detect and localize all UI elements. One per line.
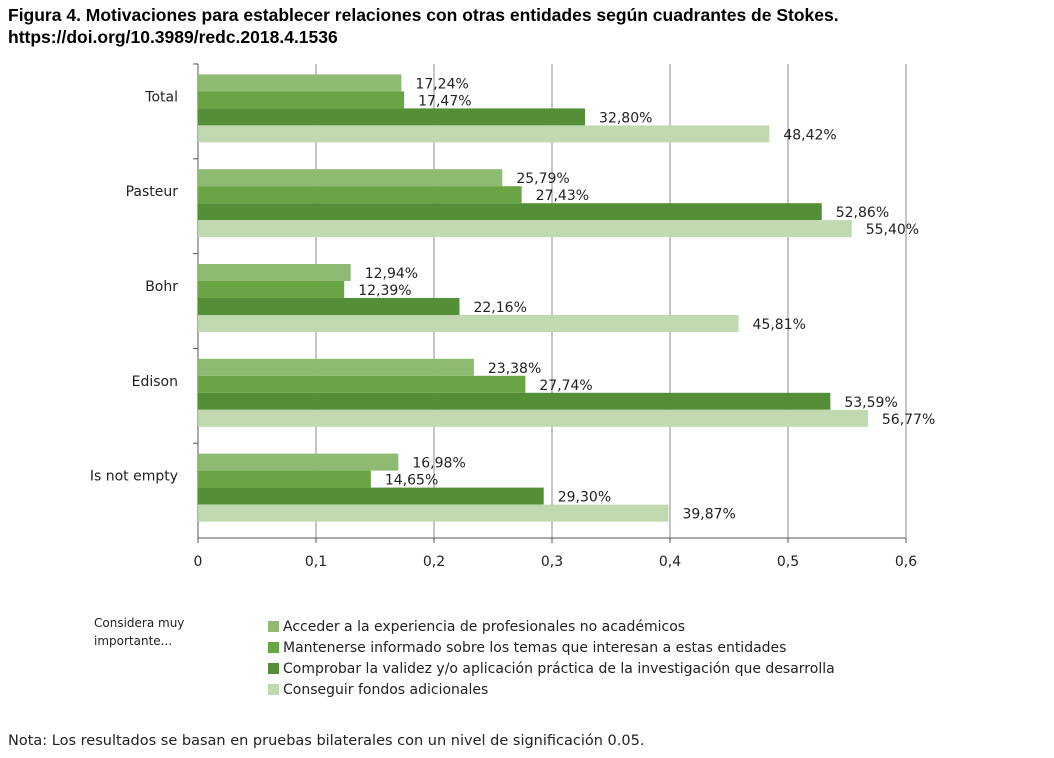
legend-item: Acceder a la experiencia de profesionale… — [268, 616, 835, 637]
bar — [198, 203, 822, 221]
data-label: 27,74% — [539, 378, 592, 394]
data-label: 39,87% — [682, 507, 735, 523]
data-label: 25,79% — [516, 171, 569, 187]
data-label: 14,65% — [385, 473, 438, 489]
legend-swatch — [268, 642, 279, 653]
data-label: 29,30% — [558, 490, 611, 506]
bar — [198, 409, 868, 427]
bar — [198, 453, 399, 471]
category-label: Bohr — [145, 279, 178, 295]
x-tick-label: 0,5 — [777, 554, 799, 570]
x-tick-label: 0,6 — [895, 554, 917, 570]
figure-title: Figura 4. Motivaciones para establecer r… — [8, 4, 839, 48]
data-label: 53,59% — [844, 395, 897, 411]
data-label: 45,81% — [753, 317, 806, 333]
bar — [198, 392, 831, 410]
legend-label: Mantenerse informado sobre los temas que… — [283, 639, 787, 656]
footnote: Nota: Los resultados se basan en pruebas… — [8, 733, 645, 749]
x-tick-label: 0,2 — [423, 554, 445, 570]
bar — [198, 125, 770, 143]
x-tick-label: 0,1 — [305, 554, 327, 570]
bar — [198, 487, 544, 505]
data-label: 22,16% — [473, 300, 526, 316]
bar — [198, 264, 351, 281]
legend-label: Comprobar la validez y/o aplicación prác… — [283, 660, 835, 677]
bar — [198, 91, 405, 109]
category-label: Is not empty — [90, 469, 178, 485]
figure-doi: https://doi.org/10.3989/redc.2018.4.1536 — [8, 27, 338, 47]
data-label: 48,42% — [783, 127, 836, 143]
legend-swatch — [268, 621, 279, 632]
bar — [198, 315, 739, 332]
figure-title-line1: Figura 4. Motivaciones para establecer r… — [8, 5, 839, 25]
data-label: 27,43% — [536, 188, 589, 204]
data-label: 55,40% — [866, 222, 919, 238]
data-label: 52,86% — [836, 205, 889, 221]
legend-item: Comprobar la validez y/o aplicación prác… — [268, 658, 835, 679]
data-label: 17,24% — [415, 76, 468, 92]
data-label: 56,77% — [882, 412, 935, 428]
data-label: 23,38% — [488, 361, 541, 377]
x-tick-label: 0,3 — [541, 554, 563, 570]
bar — [198, 504, 669, 522]
bar-chart: 0 0,1 0,2 0,3 0,4 0,5 0,6 Total 17,24%17,47% 32,8… — [90, 63, 935, 570]
bar — [198, 220, 852, 238]
legend-title: Considera muy importante... — [94, 616, 185, 648]
data-label: 12,94% — [365, 266, 418, 282]
bar — [198, 108, 586, 126]
legend-swatch — [268, 684, 279, 695]
bar — [198, 281, 345, 298]
x-tick-label: 0 — [194, 554, 203, 570]
legend-label: Conseguir fondos adicionales — [283, 681, 489, 698]
bar — [198, 375, 526, 393]
x-tick-label: 0,4 — [659, 554, 681, 570]
legend-item: Mantenerse informado sobre los temas que… — [268, 637, 835, 658]
data-label: 16,98% — [412, 456, 465, 472]
bar — [198, 74, 402, 92]
legend: Acceder a la experiencia de profesionale… — [268, 616, 835, 700]
data-label: 32,80% — [599, 110, 652, 126]
category-label: Edison — [132, 374, 178, 390]
data-label: 12,39% — [358, 283, 411, 299]
legend-swatch — [268, 663, 279, 674]
data-label: 17,47% — [418, 93, 471, 109]
bar — [198, 470, 371, 488]
bar — [198, 186, 522, 204]
legend-item: Conseguir fondos adicionales — [268, 679, 835, 700]
bar — [198, 358, 474, 376]
bar — [198, 298, 460, 315]
legend-label: Acceder a la experiencia de profesionale… — [283, 618, 686, 635]
bar — [198, 169, 503, 187]
category-label: Pasteur — [126, 184, 179, 200]
category-label: Total — [144, 89, 178, 105]
